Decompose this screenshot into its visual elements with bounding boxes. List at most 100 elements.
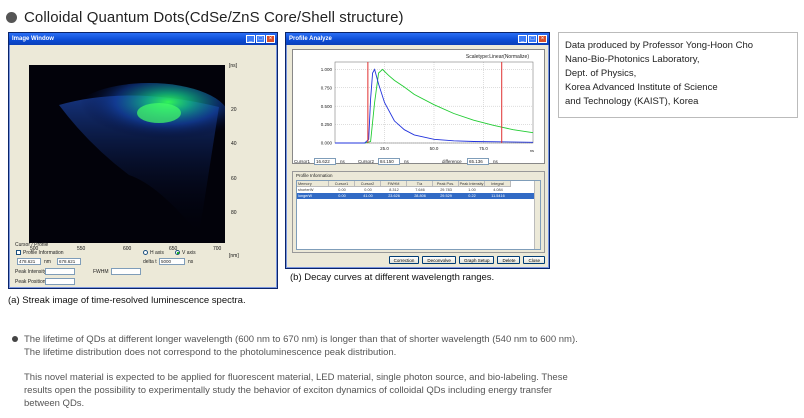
y-tick-label: 0.750 — [321, 85, 333, 90]
cursor-profile-panel: Cursor / Profile Profile Information H a… — [13, 239, 275, 287]
difference-label: difference — [442, 159, 462, 164]
paragraph-bullet-icon — [12, 336, 18, 342]
bottom-tick: 700 — [213, 246, 222, 252]
credit-line: and Technology (KAIST), Korea — [565, 96, 699, 107]
profile-information-group: Profile Information Memory Cursor1 Curso… — [292, 171, 545, 253]
minimize-icon[interactable]: _ — [518, 35, 527, 43]
correction-button[interactable]: Correction — [388, 256, 420, 264]
delta-t-unit: ns — [188, 259, 194, 265]
credit-line: Dept. of Physics, — [565, 68, 637, 79]
column-header[interactable]: Cursor1 — [329, 181, 355, 187]
series-line-longerW — [335, 68, 534, 144]
right-axis-unit: [ns] — [229, 63, 238, 69]
table-row-selected[interactable]: longerW 0.00 41.00 23.626 28.806 29.529 … — [297, 193, 540, 199]
cursor1-unit: ns — [340, 159, 345, 164]
x-tick-label: 25.0 — [380, 146, 389, 151]
decay-plot[interactable]: Scaletype:Linear(Normalize) 0.000 0.250 0.5… — [292, 49, 545, 164]
streak-image[interactable] — [29, 65, 225, 243]
right-tick: 60 — [231, 176, 237, 182]
close-button[interactable]: Close — [523, 256, 545, 264]
page-title: Colloidal Quantum Dots(CdSe/ZnS Core/She… — [24, 8, 404, 26]
close-icon[interactable]: × — [266, 35, 275, 43]
range-unit: nm — [44, 259, 51, 265]
x-axis-unit: ns — [530, 148, 534, 153]
column-header[interactable]: Integral — [485, 181, 511, 187]
paragraph-line: between QDs. — [24, 398, 85, 409]
table-cell: 0.22 — [468, 194, 476, 198]
table-cell: shorterW — [298, 188, 314, 192]
h-axis-label: H axis — [150, 250, 164, 256]
peak-position-field — [45, 278, 75, 285]
column-header[interactable]: T/a — [407, 181, 433, 187]
peak-intensity-label: Peak Intensity — [15, 269, 47, 275]
paragraph-application: This novel material is expected to be ap… — [12, 371, 792, 410]
table-cell: 41.00 — [363, 194, 373, 198]
credit-line: Data produced by Professor Yong-Hoon Cho — [565, 40, 754, 51]
delta-t-input[interactable]: 5000 — [159, 258, 185, 265]
profile-window-title: Profile Analyze — [289, 36, 332, 42]
streak-image-graphic — [29, 65, 225, 243]
column-header[interactable]: Memory — [297, 181, 329, 187]
caption-b: (b) Decay curves at different wavelength… — [290, 272, 495, 283]
page-header: Colloidal Quantum Dots(CdSe/ZnS Core/She… — [6, 6, 404, 28]
column-header[interactable]: Cursor2 — [355, 181, 381, 187]
table-header-row: Memory Cursor1 Cursor2 FWHM T/a Peak Pos… — [297, 181, 540, 187]
table-cell: 4.084 — [493, 188, 503, 192]
profile-table: Memory Cursor1 Cursor2 FWHM T/a Peak Pos… — [296, 180, 541, 250]
image-window-title: Image Window — [12, 36, 54, 42]
range-to-input[interactable]: 678.621 — [57, 258, 81, 265]
table-cell: 0.00 — [364, 188, 372, 192]
column-header[interactable]: FWHM — [381, 181, 407, 187]
y-tick-label: 0.500 — [321, 104, 333, 109]
difference-input[interactable]: 65.136 — [467, 158, 489, 165]
x-tick-label: 75.0 — [479, 146, 488, 151]
cursor1-input[interactable]: 16.622 — [314, 158, 336, 165]
bottom-axis-unit: [nm] — [229, 253, 239, 259]
v-axis-radio[interactable] — [175, 250, 180, 255]
delta-t-label: delta t — [143, 259, 157, 265]
deconvolve-button[interactable]: Deconvolve — [422, 256, 456, 264]
right-tick: 20 — [231, 107, 237, 113]
profile-information-checkbox[interactable] — [16, 250, 21, 255]
table-cell: 8.312 — [389, 188, 399, 192]
table-cell: 7.646 — [415, 188, 425, 192]
title-bullet-icon — [6, 11, 17, 23]
y-tick-label: 1.000 — [321, 67, 333, 72]
profile-window-titlebar: Profile Analyze _ □ × — [286, 33, 549, 45]
right-tick: 80 — [231, 210, 237, 216]
image-window-titlebar: Image Window _ □ × — [9, 33, 277, 45]
table-cell: 23.626 — [388, 194, 400, 198]
table-cell: longerW — [298, 194, 313, 198]
profile-information-label: Profile Information — [296, 173, 333, 178]
y-tick-label: 0.000 — [321, 141, 333, 146]
table-cell: 0.00 — [338, 194, 346, 198]
plot-frame — [334, 61, 534, 144]
table-cell: 11.5416 — [491, 194, 505, 198]
table-cell: 29.783 — [440, 188, 452, 192]
maximize-icon[interactable]: □ — [256, 35, 265, 43]
paragraph-line: results open the possibility to experime… — [24, 385, 553, 396]
table-scrollbar[interactable] — [534, 181, 540, 249]
close-icon[interactable]: × — [538, 35, 547, 43]
range-from-input[interactable]: 478.621 — [17, 258, 41, 265]
delete-button[interactable]: Delete — [497, 256, 521, 264]
table-row[interactable]: shorterW 0.00 0.00 8.312 7.646 29.783 1.… — [297, 187, 540, 193]
minimize-icon[interactable]: _ — [246, 35, 255, 43]
right-tick: 40 — [231, 141, 237, 147]
fwhm-field — [111, 268, 141, 275]
paragraph-line: This novel material is expected to be ap… — [24, 372, 568, 383]
table-cell: 29.529 — [440, 194, 452, 198]
bottom-tick: 550 — [77, 246, 86, 252]
fwhm-label: FWHM — [93, 269, 109, 275]
difference-unit: ns — [493, 159, 498, 164]
h-axis-radio[interactable] — [143, 250, 148, 255]
maximize-icon[interactable]: □ — [528, 35, 537, 43]
column-header[interactable]: Peak Pos. — [433, 181, 459, 187]
cursor2-input[interactable]: 84.150 — [378, 158, 400, 165]
column-header[interactable]: Peak Intensity — [459, 181, 485, 187]
profile-information-label: Profile Information — [23, 250, 64, 256]
cursor-profile-label: Cursor / Profile — [15, 242, 49, 248]
graph-setup-button[interactable]: Graph Setup — [458, 256, 495, 264]
streak-image-panel: [ns] 20 40 60 80 500 550 600 650 700 [nm… — [13, 49, 275, 263]
bottom-tick: 650 — [169, 246, 178, 252]
